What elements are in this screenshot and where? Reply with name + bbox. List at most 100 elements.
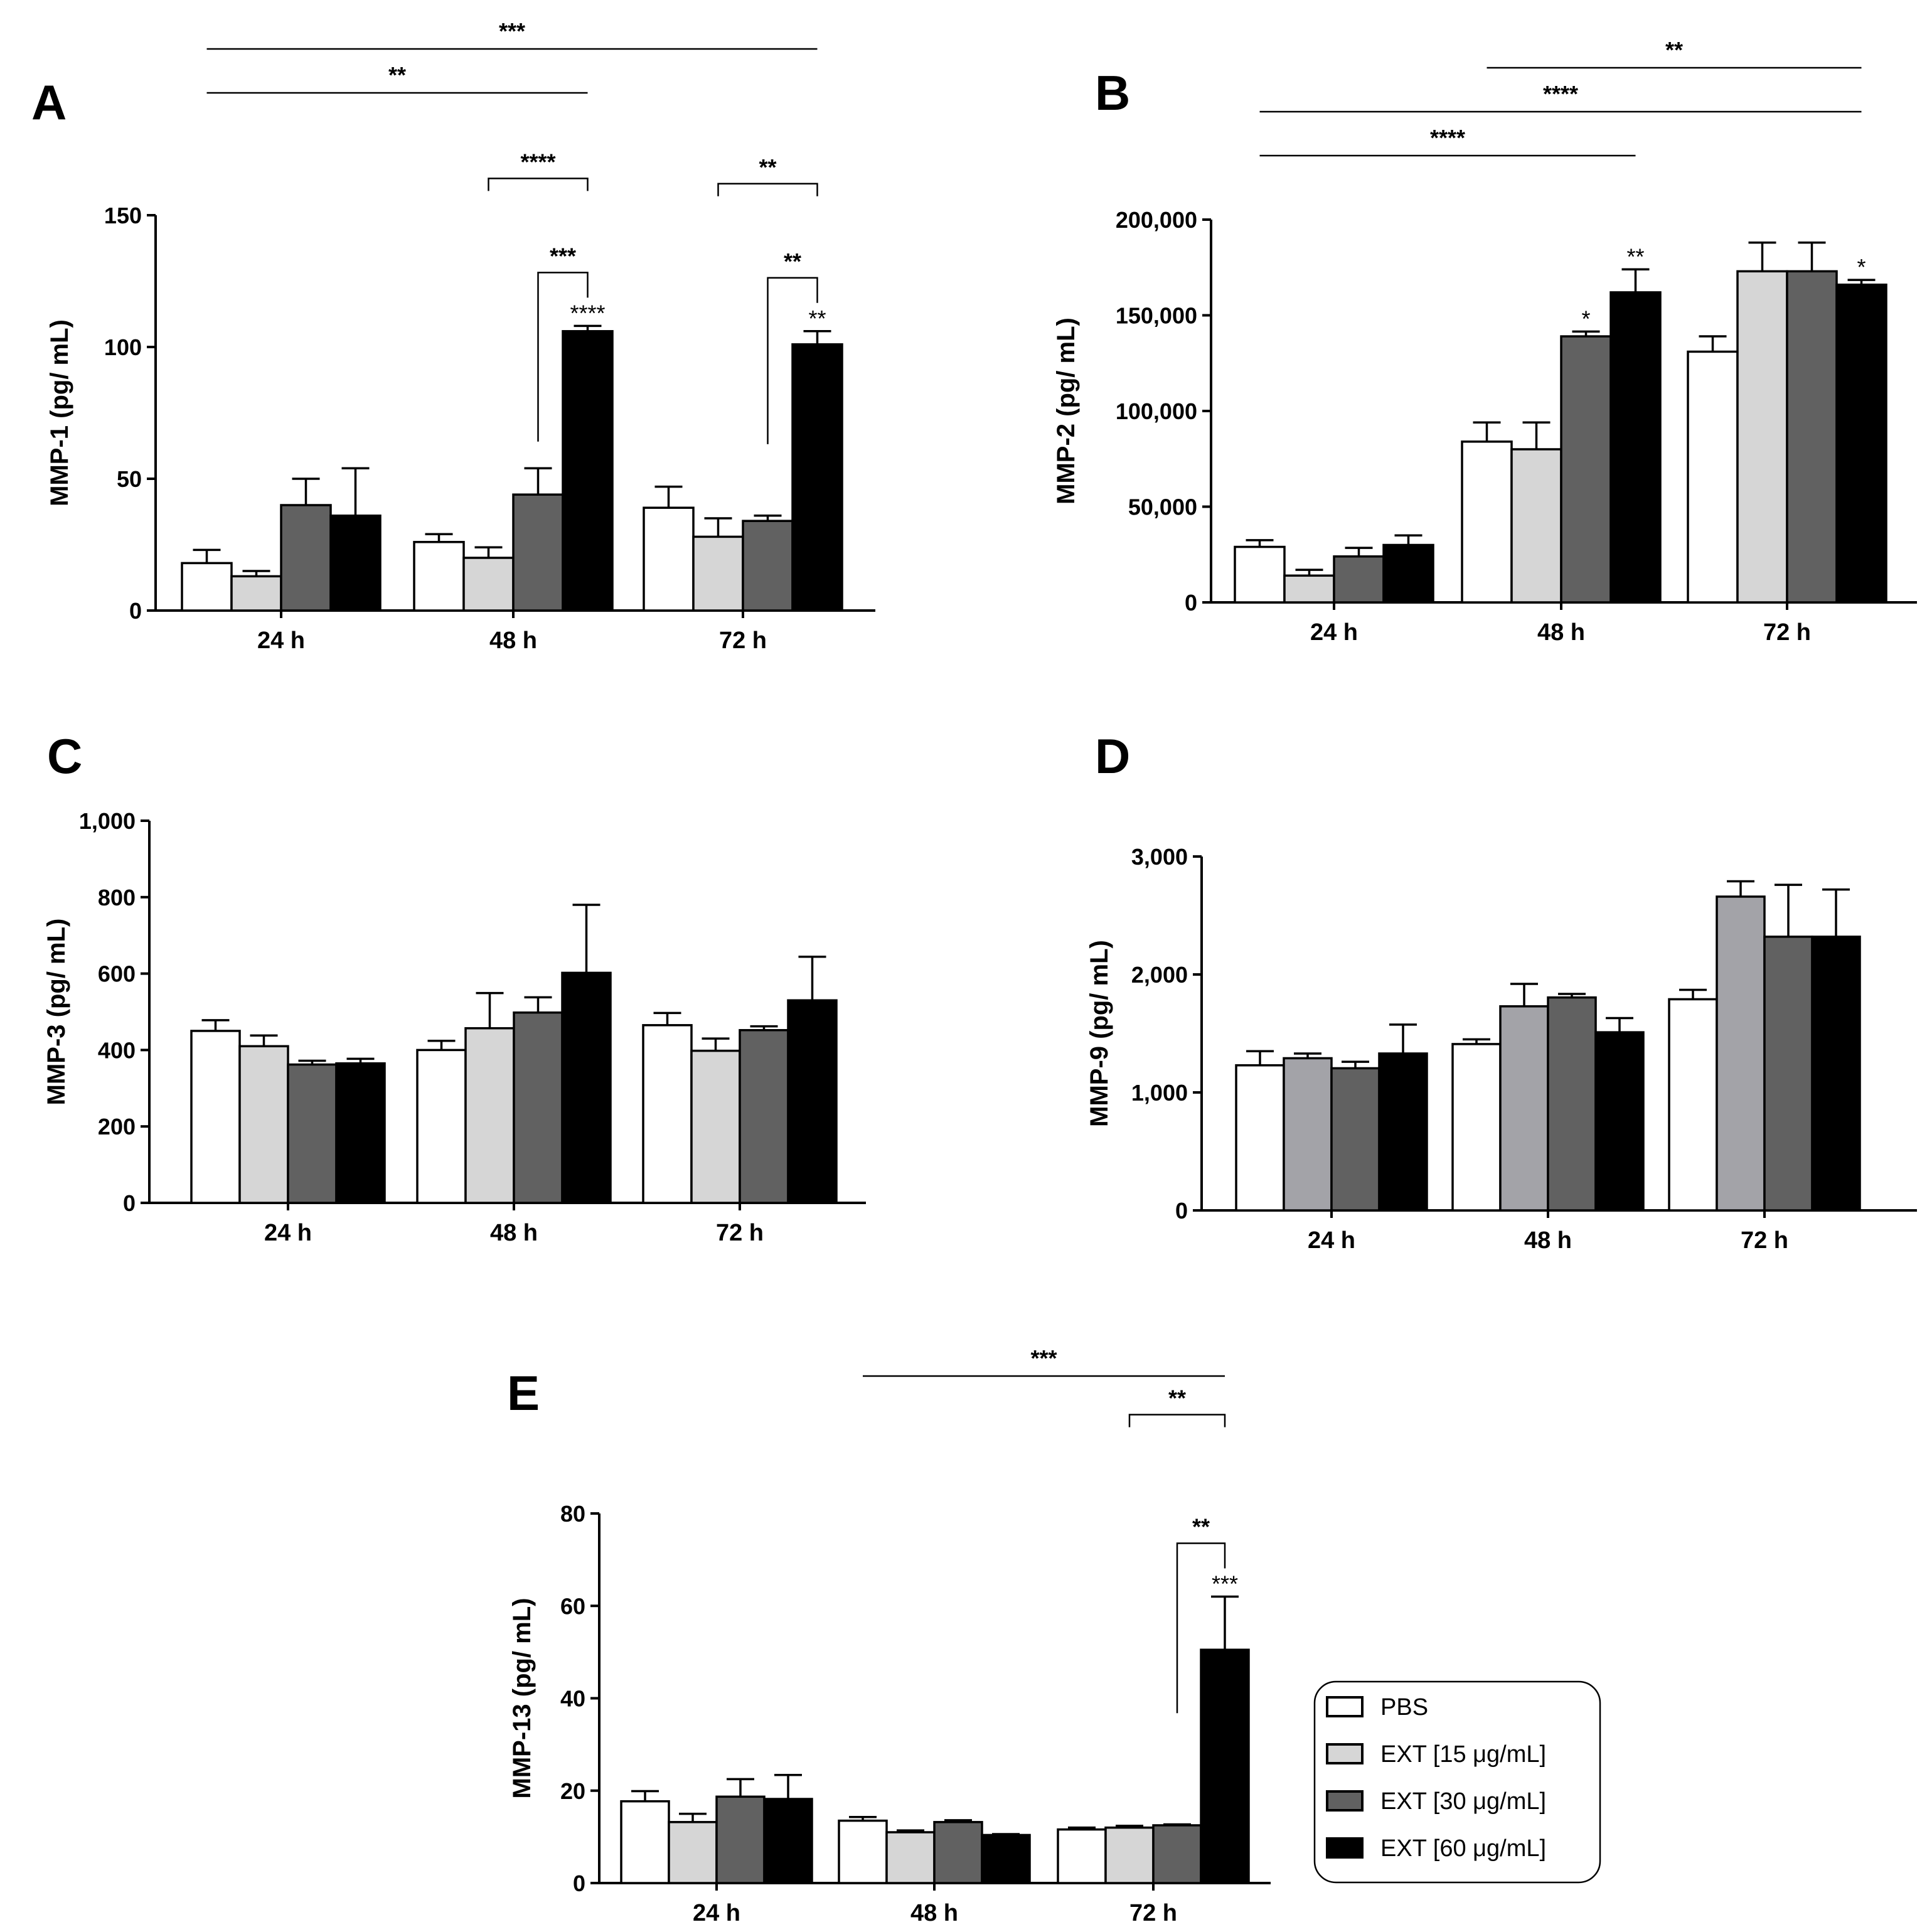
- x-tick-label: 72 h: [1741, 1227, 1788, 1254]
- bar: [561, 971, 612, 1204]
- y-tick-label: 0: [129, 598, 142, 624]
- y-tick-label: 100,000: [1116, 398, 1197, 424]
- y-tick-label: 100: [104, 334, 142, 360]
- x-tick-label: 48 h: [1537, 619, 1585, 646]
- significance-star: ***: [1212, 1571, 1238, 1597]
- y-axis-title-c: MMP-3 (pg/ mL): [43, 919, 70, 1106]
- panel-D: D MMP-9 (pg/ mL) 0 1,000 2,000 3,000 24 h 48 h 7…: [1086, 729, 1917, 1254]
- y-tick-label: 50: [117, 466, 142, 492]
- x-tick-label: 72 h: [1129, 1900, 1177, 1926]
- bracket-label: **: [784, 248, 801, 274]
- bar: [692, 535, 744, 612]
- legend-label-ext15: EXT [15 μg/mL]: [1380, 1741, 1546, 1768]
- x-tick-label: 72 h: [719, 627, 767, 654]
- bar: [462, 557, 515, 612]
- bar: [413, 541, 465, 612]
- bar: [668, 1821, 718, 1884]
- y-tick-label: 40: [560, 1686, 585, 1712]
- x-tick-label: 24 h: [693, 1900, 740, 1926]
- y-tick-label: 800: [98, 885, 136, 910]
- y-tick-label: 150,000: [1116, 303, 1197, 329]
- comparison-label: **: [388, 62, 406, 88]
- y-tick-label: 0: [1185, 590, 1197, 616]
- legend: PBS EXT [15 μg/mL] EXT [30 μg/mL] EXT [6…: [1313, 1680, 1601, 1884]
- y-tick-label: 200,000: [1116, 207, 1197, 233]
- bar: [230, 575, 282, 612]
- bar: [238, 1045, 289, 1204]
- comparison-label: ***: [499, 18, 525, 44]
- bar: [1283, 574, 1335, 604]
- y-tick-label: 200: [98, 1114, 136, 1139]
- significance-bracket: [767, 277, 818, 444]
- bracket-label: **: [1168, 1385, 1186, 1411]
- bar: [739, 1028, 789, 1204]
- bar: [416, 1049, 467, 1204]
- bar: [1716, 895, 1766, 1212]
- bar: [329, 515, 382, 612]
- bar: [1786, 270, 1838, 604]
- bar: [690, 1049, 741, 1204]
- bar: [1057, 1828, 1107, 1884]
- bar: [885, 1831, 936, 1884]
- bar: [742, 520, 794, 612]
- y-axis-title-a: MMP-1 (pg/ mL): [46, 319, 73, 506]
- bar: [190, 1030, 241, 1204]
- significance-bracket: [1176, 1542, 1226, 1714]
- y-axis-title-b: MMP-2 (pg/ mL): [1052, 318, 1080, 504]
- bar: [1811, 936, 1861, 1212]
- panel-letter-a: A: [31, 75, 67, 130]
- comparison-label: ***: [1030, 1345, 1057, 1371]
- comparison-label: **: [1665, 37, 1683, 63]
- bar: [335, 1062, 386, 1204]
- bar: [1152, 1824, 1202, 1884]
- y-tick-label: 400: [98, 1037, 136, 1063]
- panel-B: B MMP-2 (pg/ mL) 0 50,000 100,000 150,000 200,…: [1052, 37, 1917, 646]
- y-axis-title-e: MMP-13 (pg/ mL): [508, 1598, 536, 1799]
- x-tick-label: 24 h: [264, 1220, 312, 1246]
- x-tick-label: 48 h: [489, 627, 537, 654]
- significance-bracket: [537, 272, 589, 442]
- panel-letter-d: D: [1095, 729, 1130, 784]
- bar: [280, 504, 332, 612]
- panel-C: C MMP-3 (pg/ mL) 0 200 400 600 800 1,000 24 h 48 …: [43, 729, 866, 1246]
- bracket-label: **: [759, 154, 776, 180]
- bar: [512, 493, 564, 612]
- panel-letter-e: E: [507, 1365, 540, 1421]
- bar: [1499, 1005, 1549, 1212]
- bar: [1763, 936, 1813, 1212]
- y-axis-title-d: MMP-9 (pg/ mL): [1086, 940, 1113, 1127]
- bar: [513, 1011, 563, 1204]
- y-tick-label: 0: [1175, 1198, 1188, 1224]
- significance-star: **: [808, 306, 826, 331]
- bar: [1200, 1648, 1250, 1884]
- y-tick-label: 150: [104, 203, 142, 228]
- bar: [787, 999, 838, 1204]
- x-tick-label: 72 h: [1763, 619, 1811, 646]
- bar: [1510, 448, 1562, 604]
- bracket-label: ****: [520, 149, 555, 174]
- y-tick-label: 50,000: [1128, 494, 1197, 520]
- bar: [1235, 1064, 1285, 1212]
- bar: [1687, 350, 1739, 604]
- x-tick-label: 48 h: [910, 1900, 958, 1926]
- bar: [1736, 270, 1788, 604]
- significance-bracket: [717, 183, 818, 196]
- significance-star: **: [1626, 243, 1644, 269]
- legend-label-ext60: EXT [60 μg/mL]: [1380, 1835, 1546, 1862]
- bar: [1594, 1031, 1645, 1212]
- x-tick-label: 24 h: [257, 627, 305, 654]
- bar: [287, 1063, 338, 1204]
- bar: [981, 1833, 1031, 1884]
- significance-star: ****: [570, 300, 605, 326]
- bar: [838, 1819, 888, 1884]
- legend-swatch-ext30: [1326, 1790, 1364, 1812]
- bar: [763, 1798, 813, 1884]
- bar: [1382, 543, 1434, 604]
- y-tick-label: 0: [123, 1190, 136, 1216]
- legend-label-pbs: PBS: [1380, 1694, 1428, 1721]
- comparison-label: ****: [1430, 125, 1465, 151]
- bar: [1234, 545, 1286, 604]
